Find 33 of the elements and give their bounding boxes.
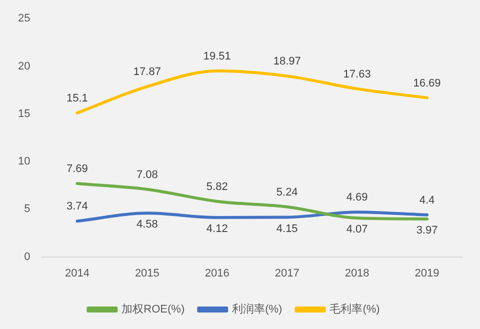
y-tick-label: 0	[24, 250, 30, 263]
data-label: 3.97	[416, 224, 438, 237]
data-label: 5.82	[206, 180, 228, 193]
x-tick-label: 2019	[414, 267, 440, 280]
data-label: 4.58	[136, 218, 158, 231]
y-tick-label: 5	[24, 203, 30, 216]
legend-label: 毛利率(%)	[330, 302, 380, 316]
data-label: 17.63	[343, 68, 371, 80]
x-tick-label: 2018	[344, 267, 370, 280]
y-tick-label: 20	[18, 60, 30, 72]
data-label: 19.51	[203, 50, 231, 62]
data-label: 17.87	[133, 66, 161, 78]
x-tick-label: 2016	[204, 267, 230, 280]
data-label: 4.69	[346, 192, 368, 204]
data-label: 7.08	[136, 168, 158, 181]
y-tick-label: 10	[18, 156, 30, 168]
legend-label: 利润率(%)	[232, 302, 282, 316]
data-label: 5.24	[276, 186, 298, 198]
data-label: 16.69	[413, 77, 441, 90]
data-label: 7.69	[66, 163, 88, 176]
y-tick-label: 15	[18, 108, 30, 120]
data-label: 4.4	[419, 194, 435, 206]
data-label: 4.12	[206, 223, 228, 236]
data-label: 3.74	[66, 200, 88, 213]
x-tick-label: 2015	[134, 267, 160, 280]
data-label: 4.07	[346, 224, 368, 236]
data-label: 18.97	[273, 56, 301, 68]
legend-label: 加权ROE(%)	[122, 302, 185, 316]
y-tick-label: 25	[18, 12, 30, 25]
x-tick-label: 2017	[274, 267, 300, 280]
data-label: 15.1	[66, 92, 88, 104]
data-label: 4.15	[276, 222, 298, 235]
x-tick-label: 2014	[64, 267, 90, 280]
